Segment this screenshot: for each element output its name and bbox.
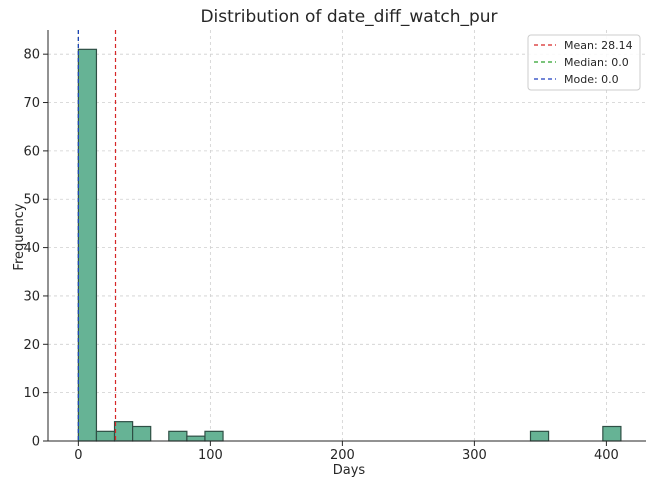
grid	[48, 30, 646, 442]
x-tick-label: 200	[330, 448, 355, 463]
histogram-bar	[95, 430, 116, 442]
histogram-bar	[204, 430, 224, 442]
y-ticks: 0 10 20 30 40 50 60 70 80	[23, 48, 48, 450]
y-tick-label: 50	[23, 193, 40, 208]
histogram-bar	[602, 425, 622, 442]
y-tick-label: 60	[23, 144, 40, 159]
histogram-bar	[168, 430, 188, 442]
y-tick-label: 40	[23, 241, 40, 256]
histogram-bar	[77, 48, 98, 442]
histogram-bar	[186, 435, 206, 442]
legend-label: Median: 0.0	[564, 56, 629, 69]
histogram-bar	[113, 421, 134, 442]
y-tick-label: 80	[23, 48, 40, 63]
histogram-bars	[77, 48, 622, 442]
y-tick-label: 0	[32, 435, 40, 450]
y-tick-label: 20	[23, 338, 40, 353]
y-tick-label: 30	[23, 289, 40, 304]
x-tick-label: 0	[74, 448, 82, 463]
x-tick-label: 400	[594, 448, 619, 463]
reference-lines	[77, 30, 117, 441]
chart-title: Distribution of date_diff_watch_pur	[200, 7, 497, 27]
histogram-bar	[132, 425, 152, 442]
y-tick-label: 10	[23, 386, 40, 401]
legend-label: Mean: 28.14	[564, 39, 633, 52]
y-axis-label: Frequency	[12, 203, 27, 270]
legend: Mean: 28.14 Median: 0.0 Mode: 0.0	[527, 34, 641, 91]
legend-label: Mode: 0.0	[564, 73, 619, 86]
x-ticks: 0 100 200 300 400	[74, 441, 619, 463]
y-tick-label: 70	[23, 96, 40, 111]
x-tick-label: 100	[198, 448, 223, 463]
axes	[47, 30, 646, 442]
legend-box	[527, 34, 641, 91]
x-tick-label: 300	[462, 448, 487, 463]
histogram-bar	[529, 430, 550, 442]
x-axis-label: Days	[333, 463, 366, 478]
